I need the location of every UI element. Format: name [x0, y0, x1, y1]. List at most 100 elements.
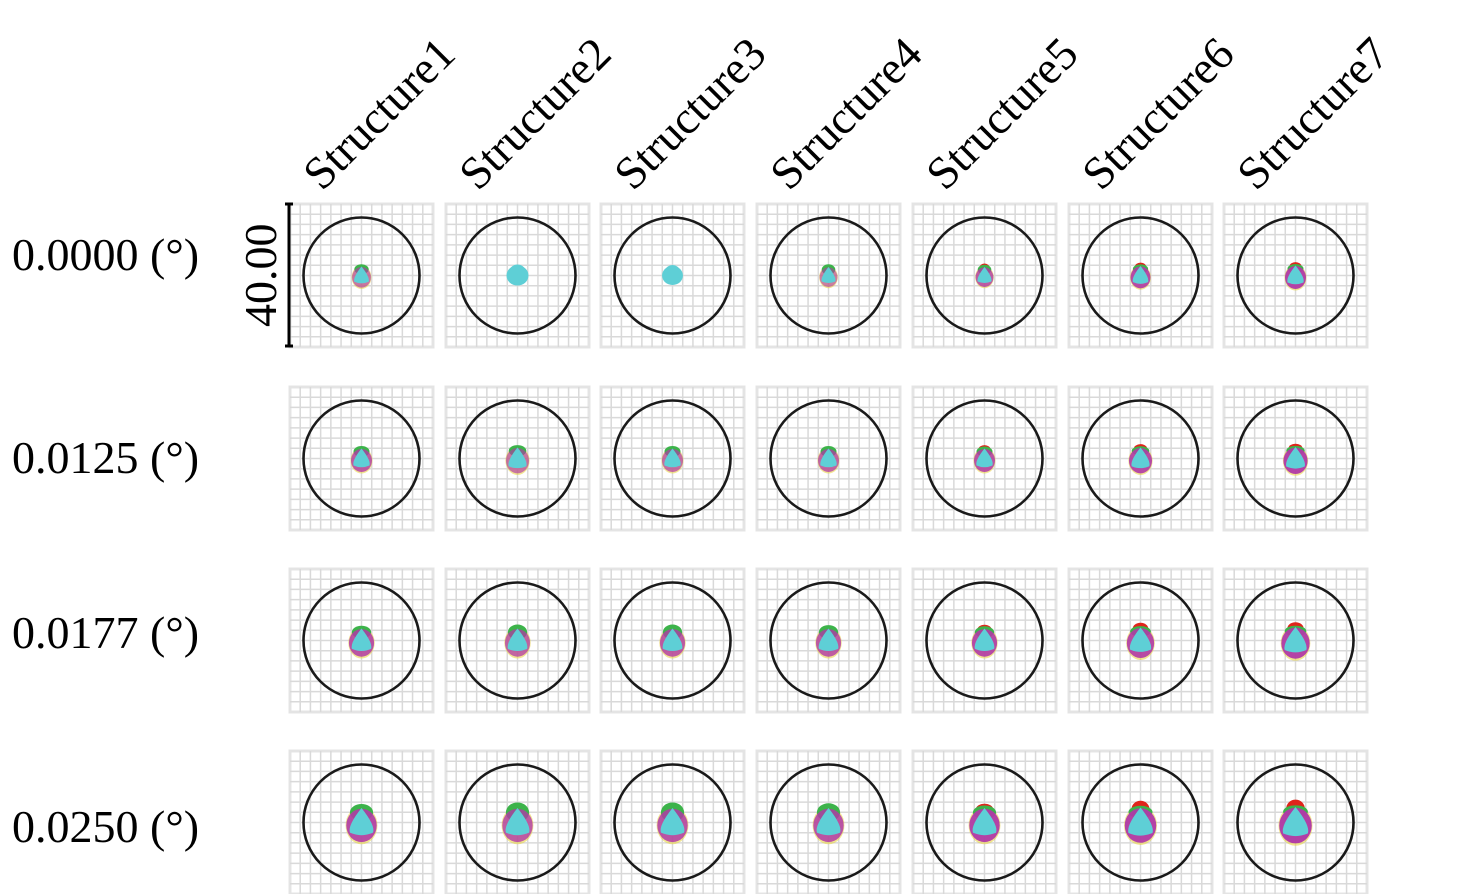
spot-pattern: [345, 804, 378, 845]
scale-bar-label: 40.00: [235, 224, 286, 328]
spot-cyan: [974, 628, 995, 651]
airy-disk-circle: [925, 581, 1044, 700]
spot-diagram-cell: [288, 567, 435, 714]
spot-cyan: [351, 628, 372, 651]
spot-cyan: [1282, 807, 1309, 837]
spot-diagram-cell: [444, 385, 591, 532]
spot-diagram-cell: [1067, 202, 1214, 349]
spot-cyan: [816, 808, 841, 836]
airy-disk-circle: [458, 581, 577, 700]
cell-grid: [290, 387, 433, 530]
spot-cyan: [508, 447, 527, 469]
cell-grid: [290, 569, 433, 712]
spot-pattern: [662, 265, 683, 285]
spot-pattern: [819, 264, 838, 289]
airy-disk-circle: [613, 216, 732, 335]
airy-disk-circle: [1081, 763, 1200, 882]
row-label: 0.0177 (°): [12, 607, 199, 658]
airy-disk-circle: [769, 216, 888, 335]
spot-diagram-cell: [755, 202, 902, 349]
airy-disk-circle: [302, 399, 421, 518]
cell-grid: [1224, 387, 1367, 530]
airy-disk-circle: [1236, 581, 1355, 700]
cell-grid: [1069, 751, 1212, 894]
spot-diagram-cell: [1222, 385, 1369, 532]
airy-disk-circle: [613, 763, 732, 882]
spot-cyan: [1287, 265, 1304, 285]
spot-cyan: [1286, 447, 1305, 469]
spot-diagram-cell: [911, 567, 1058, 714]
spot-cyan: [821, 267, 836, 283]
airy-disk-circle: [925, 399, 1044, 518]
spot-diagram-cell: [755, 385, 902, 532]
spot-cyan: [1129, 627, 1152, 652]
spot-diagram-cell: [911, 749, 1058, 894]
spot-diagram-cell: [599, 202, 746, 349]
column-label: Structure5: [916, 28, 1088, 200]
spot-cyan-top: [665, 265, 680, 275]
cell-grid: [290, 204, 433, 347]
spot-diagram-cell: [599, 567, 746, 714]
airy-disk-circle: [458, 216, 577, 335]
spot-pattern: [968, 803, 1001, 845]
spot-pattern: [1280, 622, 1311, 661]
spot-pattern: [973, 445, 996, 474]
spot-diagram-cell: [1067, 567, 1214, 714]
airy-disk-circle: [302, 763, 421, 882]
airy-disk-circle: [458, 399, 577, 518]
airy-disk-circle: [769, 399, 888, 518]
spot-pattern: [1130, 262, 1151, 290]
airy-disk-circle: [1236, 399, 1355, 518]
spot-cyan: [662, 628, 683, 651]
cell-grid: [1224, 204, 1367, 347]
airy-disk-circle: [1081, 399, 1200, 518]
column-labels: Structure1Structure2Structure3Structure4…: [293, 28, 1399, 200]
airy-disk-circle: [613, 581, 732, 700]
spot-cyan: [507, 628, 528, 651]
spot-diagram-cell: [1067, 749, 1214, 894]
spot-cyan: [972, 808, 997, 836]
spot-diagram-cell: [911, 385, 1058, 532]
spot-pattern: [1282, 443, 1309, 476]
spot-diagram-cell: [288, 749, 435, 894]
spot-diagram-cell: [755, 567, 902, 714]
airy-disk-circle: [458, 763, 577, 882]
spot-cyan: [976, 448, 993, 468]
spot-cyan: [818, 628, 839, 651]
spot-pattern: [351, 264, 372, 289]
spot-pattern: [815, 625, 842, 659]
spot-pattern: [1284, 262, 1307, 291]
column-label: Structure7: [1227, 28, 1399, 200]
airy-disk-circle: [925, 763, 1044, 882]
spot-cyan: [354, 266, 369, 284]
spot-pattern: [661, 446, 684, 474]
spot-diagram-cell: [911, 202, 1058, 349]
spot-diagram-cell: [1222, 202, 1369, 349]
spot-pattern: [1128, 444, 1153, 476]
spot-pattern: [1278, 799, 1313, 846]
airy-disk-circle: [1236, 763, 1355, 882]
column-label: Structure2: [449, 28, 621, 200]
spot-diagram-cell: [1067, 385, 1214, 532]
airy-disk-circle: [1081, 216, 1200, 335]
airy-disk-circle: [925, 216, 1044, 335]
column-label: Structure3: [604, 28, 776, 200]
spot-pattern: [505, 445, 530, 476]
airy-disk-circle: [302, 216, 421, 335]
cell-grid: [446, 204, 589, 347]
row-labels: 0.0000 (°) 0.0125 (°) 0.0177 (°) 0.0250 (°): [12, 229, 199, 852]
row-label: 0.0000 (°): [12, 229, 199, 280]
spot-pattern: [504, 624, 531, 659]
spot-diagram-cell: [288, 202, 435, 349]
spot-diagram-cell: [288, 385, 435, 532]
spot-cyan: [1284, 627, 1307, 653]
spot-pattern: [1124, 800, 1157, 845]
spot-pattern: [812, 803, 845, 845]
spot-diagram-cell: [444, 749, 591, 894]
spot-cyan: [1128, 807, 1153, 836]
spot-cyan: [1132, 266, 1149, 284]
airy-disk-circle: [302, 581, 421, 700]
spot-pattern: [975, 263, 994, 289]
spot-pattern: [971, 624, 998, 659]
